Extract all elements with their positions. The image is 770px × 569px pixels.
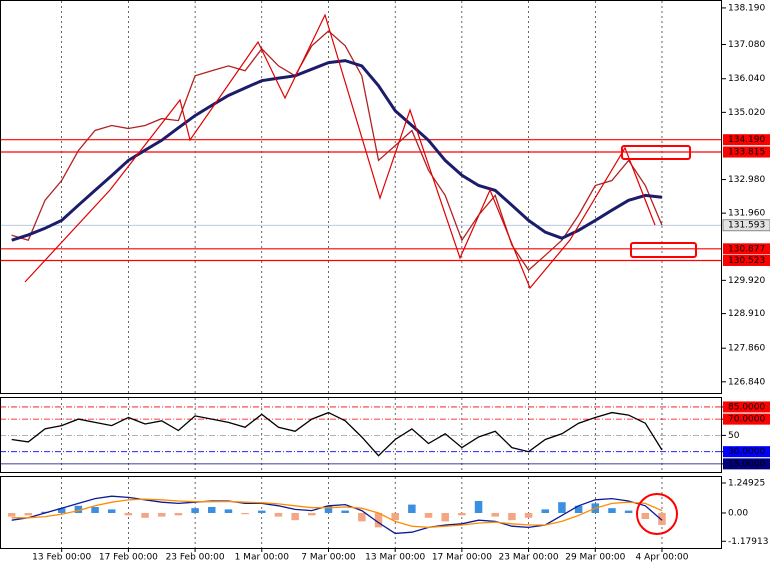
series-line (11, 498, 663, 529)
x-tick-label: 23 Feb 00:00 (166, 553, 225, 563)
x-tick-label: 4 Apr 00:00 (635, 553, 688, 563)
histogram-bar (224, 509, 233, 513)
last-price-label: 131.593 (728, 221, 765, 231)
histogram-bar (374, 512, 383, 528)
histogram-bar (424, 512, 433, 518)
histogram-bar (458, 512, 466, 516)
histogram-bar (391, 512, 399, 521)
annotation-circle (636, 493, 678, 535)
y-tick-label: 1.24925 (728, 479, 765, 489)
series-line (11, 59, 663, 242)
level-label-bg (723, 254, 770, 266)
level-label-bg (723, 146, 770, 158)
x-tick-label: 1 Mar 00:00 (235, 553, 290, 563)
histogram-bar (574, 505, 583, 513)
series-line (11, 411, 663, 457)
y-tick-label: 136.040 (728, 74, 765, 84)
series-line (11, 30, 663, 272)
level-label: 130.877 (728, 244, 765, 254)
y-tick-label: 70.0000 (728, 415, 765, 425)
y-tick-label: 132.980 (728, 175, 765, 185)
y-tick-label: -1.17913 (728, 537, 768, 547)
histogram-bar (341, 510, 349, 513)
level-label: 133.815 (728, 148, 765, 158)
histogram-bar (641, 512, 650, 519)
histogram-bar (508, 512, 516, 521)
y-tick-label: 126.840 (728, 377, 765, 387)
histogram-bar (291, 512, 299, 521)
histogram-bar (408, 504, 416, 513)
histogram-bar (107, 509, 116, 513)
histogram-bar (191, 508, 199, 513)
histogram-bar (258, 510, 266, 513)
histogram-bar (308, 512, 316, 516)
x-tick-label: 17 Feb 00:00 (99, 553, 158, 563)
y-tick-label: 50 (728, 431, 740, 441)
y-tick-label: 127.860 (728, 344, 765, 354)
x-tick-label: 17 Mar 00:00 (432, 553, 492, 563)
y-tick-label: 135.020 (728, 108, 765, 118)
annotation-box (630, 242, 697, 258)
histogram-bar (441, 512, 449, 522)
y-tick-label: 85.0000 (728, 402, 765, 412)
y-tick-label: 138.190 (728, 3, 765, 13)
level-label-bg (723, 413, 770, 425)
histogram-bar (658, 512, 666, 525)
histogram-bar (91, 506, 99, 513)
histogram-bar (274, 512, 283, 517)
histogram-bar (491, 512, 499, 517)
y-tick-label: 129.920 (728, 276, 765, 286)
histogram-bar (358, 512, 366, 522)
y-tick-label: 131.960 (728, 209, 765, 219)
histogram-bar (541, 509, 550, 513)
x-tick-label: 13 Feb 00:00 (32, 553, 91, 563)
histogram-bar (558, 502, 566, 513)
histogram-bar (24, 512, 33, 516)
y-tick-label: 30.0000 (728, 447, 765, 457)
histogram-bar (74, 505, 83, 513)
histogram-bar (241, 512, 249, 515)
level-label-bg (723, 401, 770, 413)
macd-panel-frame (0, 476, 722, 549)
histogram-bar (157, 512, 166, 517)
level-label: 134.190 (728, 135, 765, 145)
level-label-bg (723, 134, 770, 146)
histogram-bar (524, 512, 533, 518)
annotation-box (621, 145, 691, 160)
price-panel-frame (0, 0, 722, 394)
y-tick-label: 128.910 (728, 309, 765, 319)
histogram-bar (174, 512, 183, 516)
histogram-bar (7, 512, 16, 517)
level-label: 130.523 (728, 256, 765, 266)
x-tick-label: 13 Mar 00:00 (365, 553, 425, 563)
last-price-bg (722, 219, 770, 232)
x-tick-label: 29 Mar 00:00 (565, 553, 625, 563)
level-label-bg (723, 243, 770, 255)
level-label-bg (723, 446, 770, 458)
histogram-bar (208, 506, 216, 513)
histogram-bar (324, 505, 333, 513)
oscillator-panel-frame (0, 397, 722, 473)
histogram-bar (624, 510, 633, 513)
x-tick-label: 23 Mar 00:00 (499, 553, 559, 563)
zigzag (24, 13, 656, 290)
y-tick-label: 137.080 (728, 40, 765, 50)
level-label-bg (723, 458, 770, 470)
series-line (11, 495, 663, 535)
histogram-bar (474, 500, 483, 513)
x-tick-label: 7 Mar 00:00 (301, 553, 356, 563)
y-tick-label: 15.0000 (728, 459, 765, 469)
y-tick-label: 0.00 (728, 508, 748, 518)
histogram-bar (141, 512, 149, 518)
histogram-bar (57, 508, 66, 513)
histogram-bar (124, 512, 133, 516)
histogram-bar (608, 508, 616, 513)
